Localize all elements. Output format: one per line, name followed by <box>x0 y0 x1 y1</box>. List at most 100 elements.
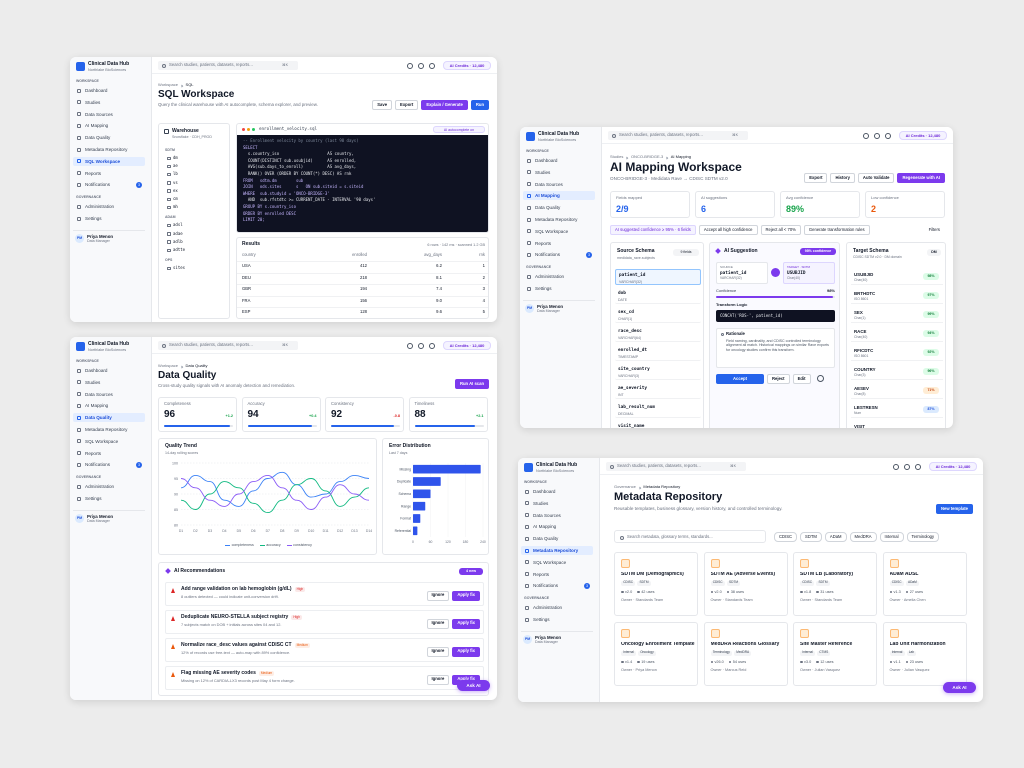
nav-item[interactable]: Reports <box>523 239 595 248</box>
button[interactable]: Terminology <box>906 532 940 543</box>
breadcrumb-item[interactable]: ONCO-BRIDGE-3 <box>630 154 664 159</box>
schema-table[interactable]: lb <box>163 171 225 178</box>
toolbar-icon[interactable] <box>407 62 413 69</box>
button[interactable]: CDISC <box>774 532 798 543</box>
search-box[interactable]: Search studies, patients, datasets, repo… <box>158 61 298 70</box>
search-box[interactable]: Search studies, patients, datasets, repo… <box>606 462 746 471</box>
schema-table[interactable]: adtte <box>163 247 225 254</box>
search-box[interactable]: Search studies, patients, datasets, repo… <box>158 341 298 350</box>
button[interactable]: Ignore <box>426 674 450 685</box>
schema-table[interactable]: ex <box>163 188 225 195</box>
source-field[interactable]: race_desc VARCHAR(64) <box>615 326 701 342</box>
schema-table[interactable]: dm <box>163 155 225 162</box>
nav-item[interactable]: Administration <box>521 603 593 612</box>
button[interactable]: Ignore <box>426 590 450 601</box>
toolbar-icon[interactable] <box>418 342 424 349</box>
button[interactable]: Auto Validate <box>857 173 895 184</box>
nav-item[interactable]: SQL Workspace <box>521 558 593 567</box>
nav-item[interactable]: Metadata Repository <box>73 425 145 434</box>
ask-ai-button[interactable]: Ask AI <box>457 680 490 691</box>
nav-item[interactable]: Data Quality <box>523 203 595 212</box>
nav-item[interactable]: SQL Workspace <box>523 227 595 236</box>
button[interactable]: Edit <box>792 374 811 385</box>
button[interactable]: Regenerate with AI <box>897 173 945 184</box>
button[interactable]: Export <box>395 100 419 111</box>
schema-table[interactable]: adsl <box>163 222 225 229</box>
nav-item[interactable]: Data Quality <box>73 413 145 423</box>
breadcrumb-item[interactable]: Governance <box>614 484 636 489</box>
button[interactable]: Internal <box>879 532 904 543</box>
button[interactable]: Apply fix <box>452 590 480 601</box>
nav-item[interactable]: Settings <box>523 284 595 293</box>
button[interactable]: Accept all high confidence <box>698 225 758 236</box>
metadata-search[interactable]: Search metadata, glossary terms, standar… <box>614 530 766 543</box>
button[interactable]: Reject <box>767 374 790 385</box>
button[interactable]: MedDRA <box>849 532 877 543</box>
breadcrumb-item[interactable]: Studies <box>610 154 624 159</box>
nav-item[interactable]: Administration <box>73 202 145 211</box>
button[interactable]: Ignore <box>426 618 450 629</box>
credits-pill[interactable]: AI Credits · 12,480 <box>443 341 491 350</box>
button[interactable]: New template <box>936 504 973 515</box>
nav-item[interactable]: Notifications 3 <box>523 250 595 259</box>
source-field[interactable]: visit_nameVARCHAR <box>615 421 701 428</box>
nav-item[interactable]: Dashboard <box>523 156 595 165</box>
button[interactable]: Ignore <box>426 646 450 657</box>
nav-item[interactable]: Metadata Repository <box>523 215 595 224</box>
nav-item[interactable]: Notifications 3 <box>73 180 145 189</box>
toolbar-icon[interactable] <box>885 132 891 139</box>
nav-item[interactable]: Studies <box>521 499 593 508</box>
button[interactable]: ADaM <box>824 532 847 543</box>
schema-table[interactable]: mh <box>163 204 225 211</box>
nav-item[interactable]: Reports <box>521 570 593 579</box>
schema-table[interactable]: adlb <box>163 239 225 246</box>
schema-table[interactable]: cm <box>163 196 225 203</box>
schema-table[interactable]: sites <box>163 265 225 272</box>
source-field[interactable]: lab_result_num DECIMAL <box>615 402 701 418</box>
schema-table[interactable]: adae <box>163 231 225 238</box>
toolbar-icon[interactable] <box>915 463 921 470</box>
nav-item[interactable]: Metadata Repository <box>521 546 593 555</box>
button[interactable]: Explain / Generate <box>421 100 468 111</box>
nav-item[interactable]: Data Sources <box>521 511 593 520</box>
toolbar-icon[interactable] <box>904 463 910 470</box>
nav-item[interactable]: Administration <box>523 272 595 281</box>
nav-item[interactable]: AI Mapping <box>73 401 145 410</box>
nav-item[interactable]: Studies <box>523 168 595 177</box>
nav-item[interactable]: Data Sources <box>523 180 595 189</box>
nav-item[interactable]: SQL Workspace <box>73 156 145 166</box>
toolbar-icon[interactable] <box>407 342 413 349</box>
nav-item[interactable]: AI Mapping <box>73 121 145 130</box>
button[interactable]: Apply fix <box>452 646 480 657</box>
source-field[interactable]: ae_severity INT <box>615 383 701 399</box>
nav-item[interactable]: Studies <box>73 98 145 107</box>
nav-item[interactable]: Dashboard <box>521 487 593 496</box>
search-box[interactable]: Search studies, patients, datasets, repo… <box>608 131 748 140</box>
nav-item[interactable]: Notifications 3 <box>521 581 593 590</box>
button[interactable]: Apply fix <box>452 618 480 629</box>
ask-ai-button[interactable]: Ask AI <box>943 682 976 693</box>
nav-item[interactable]: Administration <box>73 482 145 491</box>
nav-item[interactable]: Settings <box>73 494 145 503</box>
credits-pill[interactable]: AI Credits · 12,480 <box>443 61 491 70</box>
breadcrumb-item[interactable]: Workspace <box>158 363 178 368</box>
button[interactable]: Run AI scan <box>454 379 489 390</box>
nav-item[interactable]: Reports <box>73 169 145 178</box>
button[interactable]: SDTM <box>800 532 822 543</box>
schema-table[interactable]: vs <box>163 180 225 187</box>
source-field[interactable]: enrolled_dt TIMESTAMP <box>615 345 701 361</box>
nav-item[interactable]: Settings <box>521 615 593 624</box>
schema-table[interactable]: ae <box>163 163 225 170</box>
nav-item[interactable]: Reports <box>73 449 145 458</box>
nav-item[interactable]: Dashboard <box>73 86 145 95</box>
nav-item[interactable]: Data Quality <box>521 534 593 543</box>
button[interactable]: Save <box>372 100 393 111</box>
source-field[interactable]: dob DATE <box>615 288 701 304</box>
breadcrumb-item[interactable]: Workspace <box>158 82 178 87</box>
nav-item[interactable]: AI Mapping <box>523 191 595 201</box>
toolbar-icon[interactable] <box>418 62 424 69</box>
nav-item[interactable]: Data Sources <box>73 390 145 399</box>
button[interactable]: Export <box>804 173 828 184</box>
nav-item[interactable]: Data Sources <box>73 110 145 119</box>
button[interactable]: Reject all < 70% <box>760 225 801 236</box>
